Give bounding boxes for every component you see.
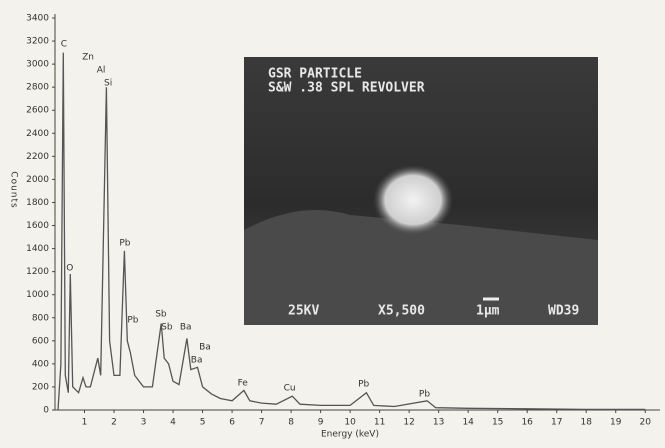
sem-image: GSR PARTICLE S&W .38 SPL REVOLVER 25KV X…	[244, 57, 598, 325]
y-tick-label: 3200	[26, 37, 49, 47]
x-axis-label: Energy (keV)	[321, 430, 379, 440]
peak-label: Al	[97, 65, 106, 75]
x-tick-label: 11	[374, 418, 385, 428]
x-tick-label: 19	[610, 418, 622, 428]
inset-footer: 25KV	[288, 304, 319, 319]
y-tick-label: 2600	[26, 106, 49, 116]
x-tick-label: 16	[521, 418, 533, 428]
peak-label: Fe	[238, 379, 249, 389]
x-tick-label: 12	[403, 418, 414, 428]
peak-label: O	[66, 264, 73, 274]
y-tick-label: 400	[32, 359, 49, 369]
y-tick-label: 600	[32, 336, 49, 346]
x-tick-label: 14	[462, 418, 474, 428]
y-tick-label: 3400	[26, 14, 49, 24]
y-tick-label: 1200	[26, 267, 49, 277]
peak-label: Ba	[199, 343, 211, 353]
x-tick-label: 2	[111, 418, 117, 428]
y-tick-label: 2800	[26, 83, 49, 93]
y-tick-label: 800	[32, 313, 49, 323]
inset-subtitle: S&W .38 SPL REVOLVER	[268, 81, 425, 96]
y-tick-label: 200	[32, 382, 49, 392]
y-tick-label: 1400	[26, 244, 49, 254]
peak-label: Pb	[127, 316, 138, 326]
peak-label: Ba	[191, 355, 203, 365]
y-axis-label: Counts	[9, 171, 19, 208]
peak-label: Sb	[155, 309, 167, 319]
x-tick-label: 6	[229, 418, 235, 428]
x-tick-label: 1	[82, 418, 88, 428]
peak-label: Pb	[419, 389, 430, 399]
x-tick-label: 17	[551, 418, 562, 428]
inset-footer: WD39	[548, 304, 579, 319]
x-tick-label: 7	[259, 418, 265, 428]
x-tick-label: 13	[433, 418, 444, 428]
x-tick-label: 9	[318, 418, 324, 428]
y-tick-label: 2400	[26, 129, 49, 139]
y-tick-label: 1800	[26, 198, 49, 208]
inset-footer: 1μm	[476, 304, 500, 319]
x-tick-label: 8	[288, 418, 294, 428]
y-tick-label: 3000	[26, 60, 49, 70]
peak-label: Pb	[358, 380, 369, 390]
peak-label: Cu	[284, 384, 296, 394]
x-tick-label: 4	[170, 418, 176, 428]
y-tick-label: 2000	[26, 175, 49, 185]
peak-label: Pb	[119, 239, 130, 249]
y-tick-label: 1600	[26, 221, 49, 231]
image-ground	[244, 210, 598, 325]
x-tick-label: 5	[200, 418, 206, 428]
y-tick-label: 2200	[26, 152, 49, 162]
spectrum-line	[57, 52, 646, 411]
inset-title: GSR PARTICLE	[268, 67, 362, 82]
particle	[373, 165, 453, 235]
x-tick-label: 18	[580, 418, 592, 428]
x-tick-label: 10	[344, 418, 356, 428]
y-tick-label: 1000	[26, 290, 49, 300]
x-tick-label: 15	[492, 418, 503, 428]
y-tick-label: 0	[43, 406, 49, 416]
x-tick-label: 3	[141, 418, 147, 428]
peak-label: Sb	[161, 322, 173, 332]
peak-label: C	[61, 39, 67, 49]
peak-label: Zn	[82, 53, 94, 63]
peak-label: Ba	[180, 322, 192, 332]
peak-label: Si	[104, 79, 112, 89]
inset-footer: X5,500	[378, 304, 425, 319]
x-tick-label: 20	[640, 418, 652, 428]
